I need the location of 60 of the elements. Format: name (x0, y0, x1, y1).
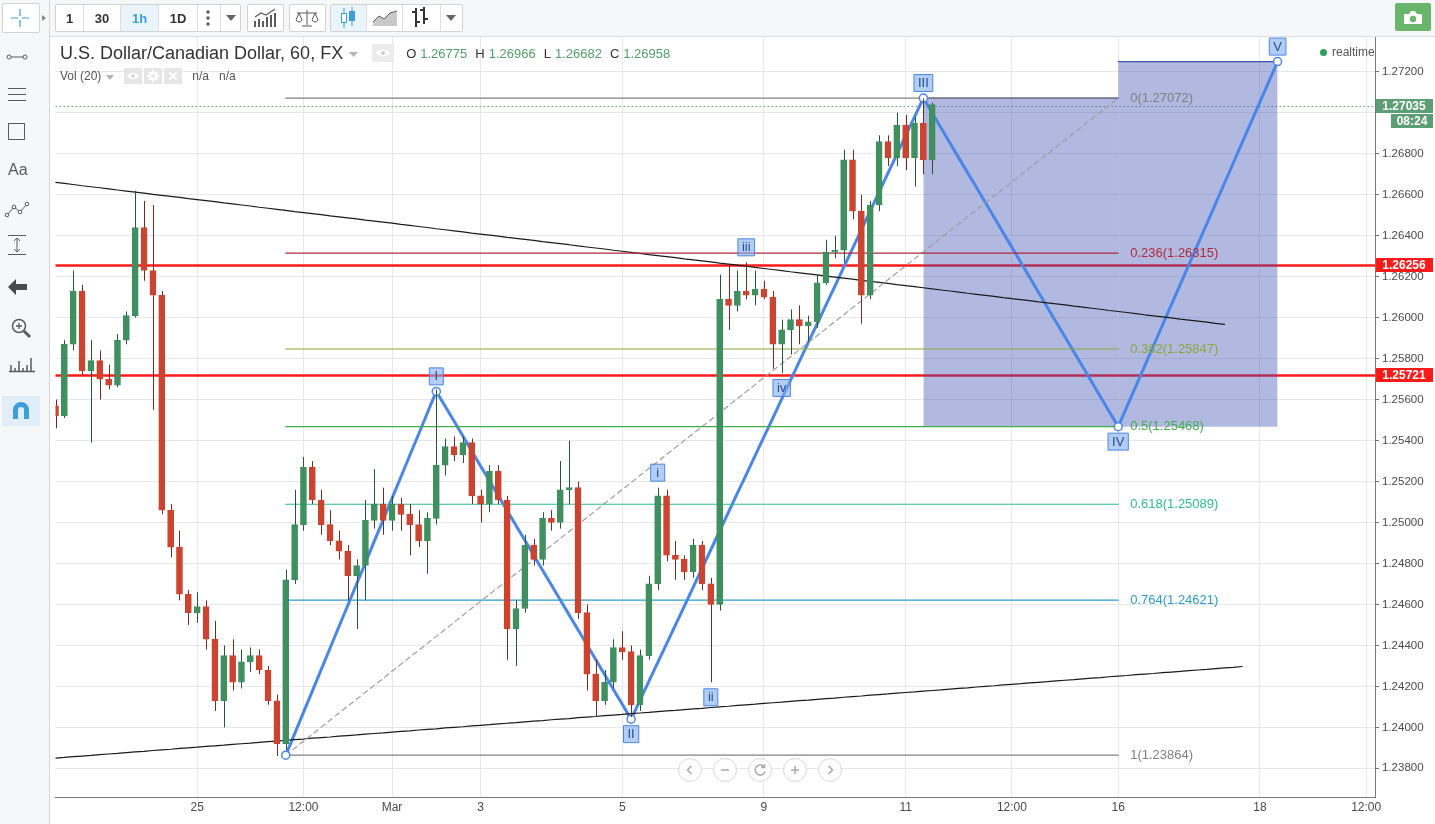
y-tick-label: 1.26000 (1382, 310, 1424, 323)
x-tick-label: 25 (190, 799, 205, 814)
ref-line-label: 1.25721 (1382, 367, 1427, 382)
text: iv (776, 380, 787, 396)
annotation: n/a (192, 69, 210, 83)
y-tick-label: 1.24000 (1382, 720, 1424, 733)
ref-line-label: 1.27035 (1382, 98, 1427, 113)
x-tick-label: 9 (760, 799, 768, 814)
series-label: 0.764(1.24621) (1130, 591, 1219, 607)
y-tick-label: 1.25600 (1382, 392, 1424, 405)
x-tick-label: Mar (381, 799, 403, 814)
text: ii (707, 689, 714, 705)
y-tick-label: 1.25800 (1382, 351, 1424, 364)
annotation: realtime (1332, 45, 1375, 59)
annotation: Vol (20) (60, 69, 102, 83)
x-tick-label: 16 (1111, 799, 1126, 814)
y-tick-label: 1.24600 (1382, 597, 1424, 610)
ref-line-label: 1.26256 (1382, 257, 1427, 272)
data-label: II (627, 726, 635, 742)
x-tick-label: 11 (899, 799, 913, 814)
text: i (656, 464, 660, 480)
text: 1h (131, 10, 148, 26)
x-tick-label: 18 (1253, 799, 1267, 814)
annotation: n/a (219, 69, 236, 83)
y-tick-label: 1.26600 (1382, 187, 1424, 200)
y-tick-label: 1.25200 (1382, 474, 1424, 487)
annotation: H 1.26966 (475, 45, 536, 61)
annotation: L 1.26682 (543, 45, 602, 61)
x-tick-label: 5 (618, 799, 626, 814)
text: 1 (65, 10, 74, 26)
y-tick-label: 1.24800 (1382, 556, 1424, 569)
y-tick-label: 1.23800 (1382, 761, 1424, 774)
x-tick-label: 12:00 (288, 799, 319, 814)
y-tick-label: 1.26400 (1382, 228, 1424, 241)
data-label: I (434, 368, 439, 384)
annotation: C 1.26958 (609, 45, 671, 61)
y-tick-label: 1.25400 (1382, 433, 1424, 446)
series-label: 0.618(1.25089) (1130, 495, 1219, 511)
y-tick-label: 1.24400 (1382, 638, 1424, 651)
series-label: 1(1.23864) (1130, 746, 1194, 762)
chart-title: U.S. Dollar/Canadian Dollar, 60, FX (60, 42, 344, 64)
x-tick-label: 12:00 (996, 799, 1028, 814)
y-tick-label: 1.24200 (1382, 679, 1424, 692)
series-label: 0(1.27072) (1130, 89, 1194, 105)
y-tick-label: 1.25000 (1382, 515, 1424, 528)
x-tick-label: 12:00 (1351, 799, 1382, 814)
series-label: 0.5(1.25468) (1130, 418, 1204, 434)
y-tick-label: 1.26200 (1382, 269, 1424, 282)
text: 08:24 (1396, 113, 1428, 128)
text: 1D (169, 10, 187, 26)
x-tick-label: 3 (477, 799, 485, 814)
data-label: V (1273, 38, 1283, 54)
y-tick-label: 1.27200 (1382, 65, 1424, 77)
text: iii (741, 239, 751, 255)
text: 30 (94, 10, 110, 26)
text: Aa (8, 161, 28, 179)
y-tick-label: 1.26800 (1382, 146, 1424, 159)
annotation: O 1.26775 (406, 45, 468, 61)
data-label: III (917, 75, 929, 91)
data-label: IV (1112, 433, 1125, 449)
